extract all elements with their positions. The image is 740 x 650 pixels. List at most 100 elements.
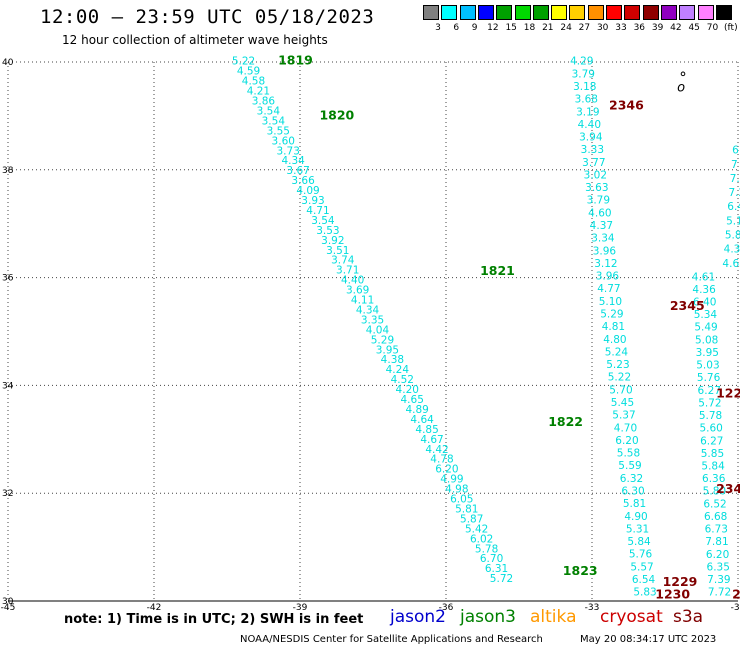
scale-label: 33 [615,23,627,33]
swh-value-track-s3a-west: 4.40 [578,119,601,131]
swh-value-track-jason3: 3.55 [267,125,290,137]
scale-label: 30 [596,23,609,33]
time-label-s3a: 2345 [670,298,705,313]
scale-label: 6 [453,23,460,33]
swh-value-track-s3a-east: 5.76 [697,372,721,384]
swh-value-track-jason3: 6.70 [480,553,503,565]
swh-value-track-jason3: 3.67 [286,165,309,177]
swh-value-track-edge: 6.4 [727,201,740,213]
swh-value-track-s3a-west: 5.45 [611,397,634,409]
swh-value-track-jason3: 5.29 [371,334,394,346]
scale-swatch [532,5,549,20]
swh-value-track-s3a-west: 5.29 [600,309,623,321]
swh-value-track-s3a-west: 6.30 [621,485,644,497]
swh-value-track-edge: 7.2 [729,187,740,199]
swh-value-track-edge: 5.12 [726,215,740,227]
swh-value-track-s3a-west: 3.79 [587,195,610,207]
swh-value-track-s3a-west: 4.37 [590,220,613,232]
legend-jason2: jason2 [390,607,446,627]
swh-value-track-jason3: 5.42 [465,523,488,535]
scale-label: 70 [706,23,719,33]
scale-label: 24 [560,23,572,33]
swh-value-track-s3a-east: 5.78 [699,410,722,422]
scale-swatch [606,5,622,20]
scale-swatch [624,5,641,20]
swh-value-track-s3a-west: 4.80 [603,334,626,346]
swh-value-track-s3a-east: 6.27 [698,385,721,397]
legend-altika: altika [530,607,577,627]
scale-swatch [569,5,586,20]
swh-value-track-s3a-west: 5.22 [608,372,631,384]
swh-value-track-s3a-west: 3.79 [572,68,595,80]
small-circle-marker [680,71,686,77]
legend-s3a: s3a [673,607,704,627]
footer-note: note: 1) Time is in UTC; 2) SWH is in fe… [64,612,364,627]
y-tick-label: 36 [2,274,14,284]
swh-value-track-s3a-east: 5.08 [695,334,718,346]
swh-value-track-jason3: 4.64 [410,414,434,426]
scale-swatch [587,5,604,20]
swh-value-track-s3a-east: 6.68 [704,511,727,523]
swh-value-track-s3a-west: 5.58 [617,448,640,460]
swh-value-track-jason3: 5.87 [460,513,483,525]
swh-value-track-jason3: 4.59 [237,66,260,78]
time-label-s3a: 2344 [716,481,740,496]
swh-value-track-s3a-west: 3.34 [591,233,615,245]
swh-value-track-jason3: 3.54 [262,115,286,127]
swh-value-track-s3a-west: 5.70 [609,384,632,396]
scale-swatch [679,5,696,20]
scale-swatch [441,5,458,20]
swh-value-track-s3a-west: 6.54 [632,574,656,586]
swh-value-track-edge: 5.88 [725,230,740,242]
swh-value-track-jason3: 4.34 [281,155,305,167]
swh-value-track-jason3: 4.98 [445,484,468,496]
scale-label: 18 [523,23,536,33]
swh-value-track-jason3: 3.51 [326,245,349,257]
x-tick-label: -39 [293,603,308,610]
swh-value-track-s3a-east: 5.60 [699,423,722,435]
legend-cryosat: cryosat [600,607,663,627]
scale-label: 21 [542,23,554,33]
swh-value-track-s3a-west: 3.77 [582,157,605,169]
swh-value-track-s3a-east: 5.03 [696,360,719,372]
scale-label: 12 [487,23,499,33]
swh-value-track-jason3: 5.72 [490,573,513,585]
swh-value-track-s3a-west: 5.31 [626,523,649,535]
swh-value-track-jason3: 3.69 [346,285,369,297]
swh-value-track-s3a-west: 3.96 [593,245,617,257]
swh-value-track-jason3: 4.09 [296,185,319,197]
chart-title: 12:00 – 23:59 UTC 05/18/2023 [40,6,375,28]
time-label-jason3: 1822 [548,414,583,429]
swh-value-track-jason3: 4.85 [415,424,438,436]
swh-value-track-s3a-west: 5.81 [623,498,646,510]
wave-height-plot: -45-42-39-36-33-304038363432305.224.594.… [1,53,740,610]
x-tick-label: -30 [731,603,740,610]
swh-value-track-edge: 4.38 [724,244,740,256]
scale-swatch [423,5,439,20]
credit-text: NOAA/NESDIS Center for Satellite Applica… [240,634,543,645]
swh-value-track-jason3: 3.73 [277,145,300,157]
scale-label: 9 [471,23,478,33]
time-label-s3a: 2 [732,586,740,601]
swh-value-track-s3a-east: 7.39 [707,574,730,586]
swh-value-track-jason3: 3.66 [291,175,315,187]
y-tick-label: 32 [2,489,13,499]
time-label-jason3: 1823 [563,563,598,578]
scale-label: 15 [505,23,517,33]
swh-value-track-jason3: 4.21 [247,86,270,98]
swh-value-track-jason3: 3.54 [311,215,335,227]
swh-value-track-edge: 4.65 [722,258,740,270]
scale-swatch [660,5,677,20]
scale-label: 45 [688,23,700,33]
swh-value-track-s3a-east: 3.95 [696,347,719,359]
swh-value-track-s3a-east: 6.27 [700,435,723,447]
swh-value-track-jason3: 3.92 [321,235,344,247]
y-tick-label: 34 [2,381,14,391]
swh-value-track-jason3: 4.20 [396,384,419,396]
scale-label: 3 [435,23,441,33]
swh-value-track-s3a-west: 3.63 [585,182,608,194]
swh-value-track-s3a-east: 7.72 [708,587,731,599]
scale-swatch [551,5,568,20]
time-label-jason3: 1821 [480,263,515,278]
swh-value-track-jason3: 4.78 [430,454,453,466]
